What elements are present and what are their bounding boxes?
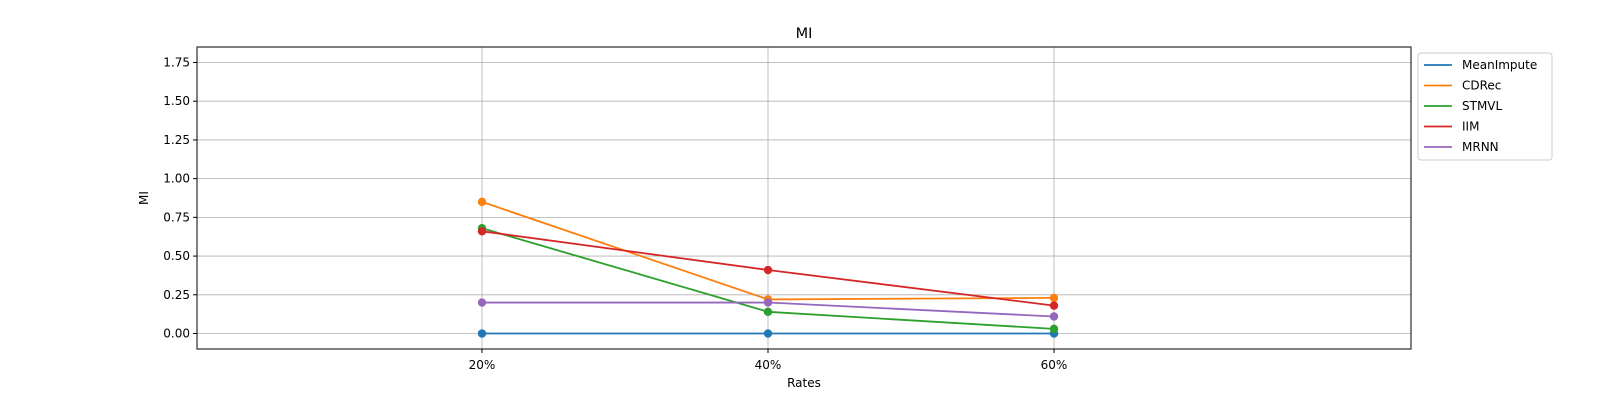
x-tick-label: 60% [1041, 358, 1068, 372]
legend-label-mrnn: MRNN [1462, 140, 1499, 154]
plot-frame [196, 46, 1412, 350]
y-tick-label: 1.50 [163, 94, 190, 108]
data-point-iim [763, 265, 773, 275]
data-point-iim [477, 227, 487, 236]
y-tick-label: 0.75 [163, 210, 190, 224]
data-point-cdrec [1049, 293, 1059, 303]
y-axis-ticks: 0.00 0.25 0.50 0.75 1.00 1.25 1.50 1.75 [163, 55, 197, 341]
y-tick-label: 0.00 [163, 327, 190, 341]
data-point-stmvl [1049, 324, 1059, 334]
x-tick-label: 40% [755, 358, 782, 372]
y-axis-label: MI [137, 191, 151, 205]
legend-label-iim: IIM [1462, 120, 1479, 134]
y-tick-label: 1.00 [163, 172, 190, 186]
chart-title: MI [796, 26, 813, 42]
y-tick-label: 0.50 [163, 249, 190, 263]
data-point-mrnn [477, 298, 487, 307]
data-point-stmvl [763, 307, 773, 317]
legend-label-meanimpute: MeanImpute [1462, 58, 1537, 72]
y-tick-label: 1.25 [163, 133, 190, 147]
data-point-mrnn [763, 298, 773, 307]
legend-label-cdrec: CDRec [1462, 79, 1501, 93]
data-point-cdrec [477, 197, 487, 207]
legend-label-stmvl: STMVL [1462, 99, 1503, 113]
grid-lines [197, 47, 1411, 349]
x-axis-label: Rates [787, 376, 821, 390]
x-axis-ticks: 20% 40% 60% [469, 349, 1068, 372]
series-layer [477, 197, 1059, 338]
data-point-iim [1049, 301, 1059, 310]
legend: MeanImpute CDRec STMVL IIM MRNN [1417, 52, 1553, 161]
data-point-meanimpute [763, 329, 773, 338]
legend-box [1417, 52, 1553, 161]
y-tick-label: 1.75 [163, 55, 190, 69]
x-tick-label: 20% [469, 358, 496, 372]
y-tick-label: 0.25 [163, 288, 190, 302]
data-point-meanimpute [477, 329, 487, 338]
data-point-mrnn [1049, 312, 1059, 321]
